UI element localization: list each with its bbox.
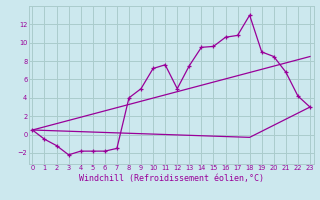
X-axis label: Windchill (Refroidissement éolien,°C): Windchill (Refroidissement éolien,°C) [79,174,264,183]
